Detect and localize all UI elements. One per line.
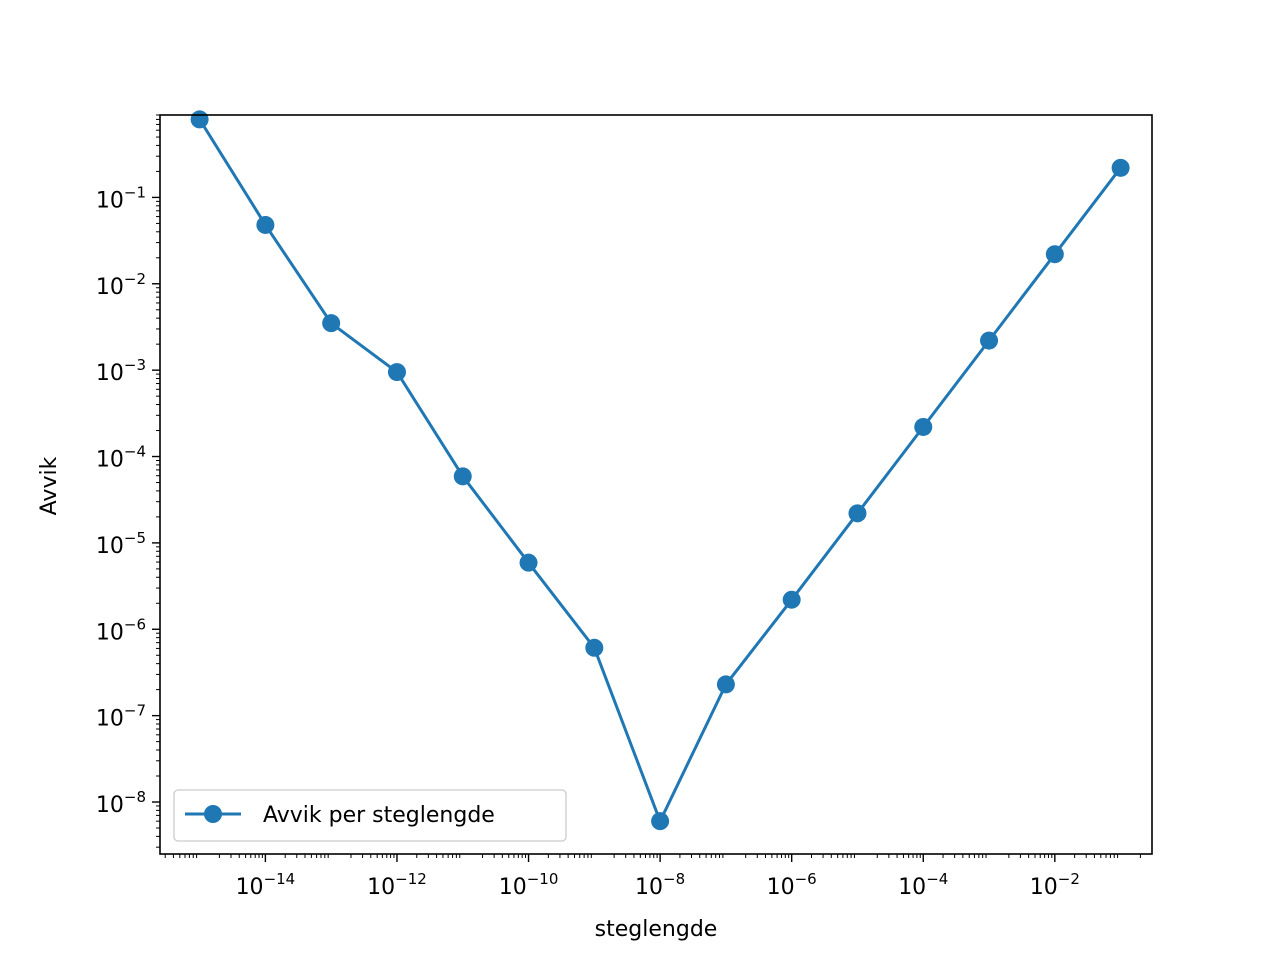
data-point <box>651 812 670 831</box>
data-point <box>980 331 999 350</box>
x-tick-label: 10−8 <box>635 870 685 900</box>
legend: Avvik per steglengde <box>173 789 567 842</box>
x-tick-label: 10−10 <box>499 870 559 900</box>
data-point <box>1045 245 1064 264</box>
y-tick-label: 10−5 <box>96 529 146 559</box>
x-tick-label: 10−12 <box>367 870 427 900</box>
y-tick-label: 10−2 <box>96 270 146 300</box>
y-tick-label: 10−8 <box>96 788 146 818</box>
plot-frame <box>159 114 1153 855</box>
y-axis-label: Avvik <box>37 456 62 515</box>
x-axis-label: steglengde <box>595 917 718 942</box>
x-tick-label: 10−14 <box>236 870 296 900</box>
legend-label: Avvik per steglengde <box>263 803 495 828</box>
legend-marker-swatch <box>204 805 222 823</box>
data-point <box>848 504 867 523</box>
y-tick-label: 10−1 <box>96 183 146 213</box>
data-point <box>256 215 275 234</box>
data-point <box>585 638 604 657</box>
x-tick-label: 10−2 <box>1030 870 1080 900</box>
data-point <box>716 675 735 694</box>
x-tick-label: 10−4 <box>898 870 948 900</box>
data-point <box>190 110 209 129</box>
data-point <box>1111 158 1130 177</box>
data-point <box>387 363 406 382</box>
y-tick-label: 10−4 <box>96 443 146 473</box>
data-point <box>453 467 472 486</box>
legend-box <box>173 789 567 842</box>
y-tick-label: 10−3 <box>96 356 146 386</box>
data-point <box>914 417 933 436</box>
y-tick-label: 10−6 <box>96 615 146 645</box>
x-tick-label: 10−6 <box>767 870 817 900</box>
y-tick-label: 10−7 <box>96 702 146 732</box>
data-point <box>782 590 801 609</box>
data-point <box>322 314 341 333</box>
data-point <box>519 553 538 572</box>
